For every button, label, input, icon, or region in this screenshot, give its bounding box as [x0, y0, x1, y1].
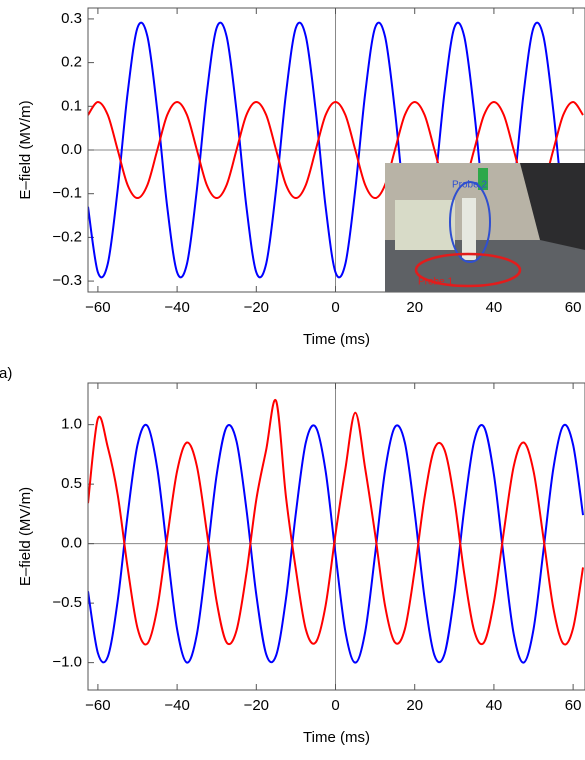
y-axis-label: E–field (MV/m)	[17, 100, 34, 199]
inset-stage	[520, 163, 585, 250]
inset-label: Probe 1	[418, 277, 453, 288]
inset-block	[395, 200, 455, 250]
plot-frame	[87, 7, 585, 293]
y-tick-label: 0.2	[61, 54, 82, 71]
inset-photo: Probe 2 Probe 1	[385, 163, 585, 292]
x-tick-label: 40	[486, 299, 503, 316]
x-tick-label: −20	[244, 697, 269, 714]
x-axis-label: Time (ms)	[303, 729, 370, 746]
y-tick-label: 0.1	[61, 97, 82, 114]
inset-probe	[462, 198, 476, 260]
x-tick-label: −60	[85, 299, 110, 316]
y-tick-label: 1.0	[61, 416, 82, 433]
data-line	[88, 423, 585, 664]
x-tick-label: 20	[406, 697, 423, 714]
inset-green	[478, 168, 488, 190]
inset-label: Probe 2	[452, 180, 487, 191]
x-tick-label: 40	[486, 697, 503, 714]
x-tick-label: −40	[164, 697, 189, 714]
inset-blue-ring	[449, 181, 491, 263]
x-tick-label: 60	[565, 697, 582, 714]
data-line	[88, 398, 585, 646]
x-tick-label: −20	[244, 299, 269, 316]
panel-label: (a)	[0, 365, 12, 382]
y-tick-label: −0.2	[52, 228, 82, 245]
inset-red-ring	[414, 252, 522, 288]
x-axis-label: Time (ms)	[303, 331, 370, 348]
y-tick-label: 0.3	[61, 10, 82, 27]
y-tick-label: −1.0	[52, 654, 82, 671]
y-tick-label: 0.5	[61, 475, 82, 492]
x-tick-label: 60	[565, 299, 582, 316]
y-tick-label: −0.1	[52, 185, 82, 202]
x-tick-label: −40	[164, 299, 189, 316]
x-tick-label: −60	[85, 697, 110, 714]
y-tick-label: −0.5	[52, 594, 82, 611]
y-axis-label: E–field (MV/m)	[17, 487, 34, 586]
x-tick-label: 20	[406, 299, 423, 316]
x-tick-label: 0	[331, 299, 339, 316]
y-tick-label: 0.0	[61, 535, 82, 552]
plot-area	[88, 398, 585, 664]
y-tick-label: −0.3	[52, 272, 82, 289]
plot-frame	[87, 382, 585, 691]
data-line	[88, 100, 584, 200]
y-tick-label: 0.0	[61, 141, 82, 158]
x-tick-label: 0	[331, 697, 339, 714]
